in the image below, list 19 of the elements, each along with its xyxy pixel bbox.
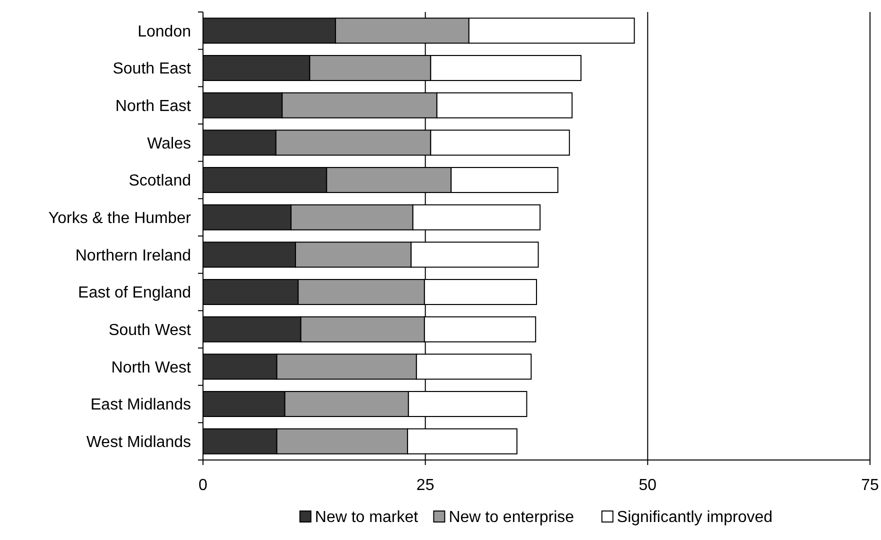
y-tick-label: South West (108, 322, 192, 339)
legend-label: Significantly improved (616, 509, 773, 526)
y-tick-label: East of England (78, 284, 191, 302)
y-tick-label: Yorks & the Humber (48, 210, 192, 227)
legend-label: New to enterprise (448, 509, 574, 526)
x-tick-label: 0 (198, 477, 208, 494)
y-tick-label: London (138, 23, 191, 40)
x-tick-label: 75 (861, 477, 879, 494)
y-tick-label: South East (112, 60, 192, 78)
y-tick-label: Wales (147, 135, 191, 152)
legend-label: New to market (314, 509, 419, 526)
x-tick-label: 50 (638, 477, 657, 494)
y-tick-label: North East (115, 98, 192, 115)
y-tick-label: North West (111, 359, 192, 376)
y-tick-label: Northern Ireland (75, 247, 191, 264)
y-tick-label: East Midlands (90, 396, 191, 414)
y-tick-label: Scotland (128, 172, 191, 190)
x-tick-label: 25 (416, 477, 434, 494)
y-tick-label: West Midlands (86, 434, 191, 451)
